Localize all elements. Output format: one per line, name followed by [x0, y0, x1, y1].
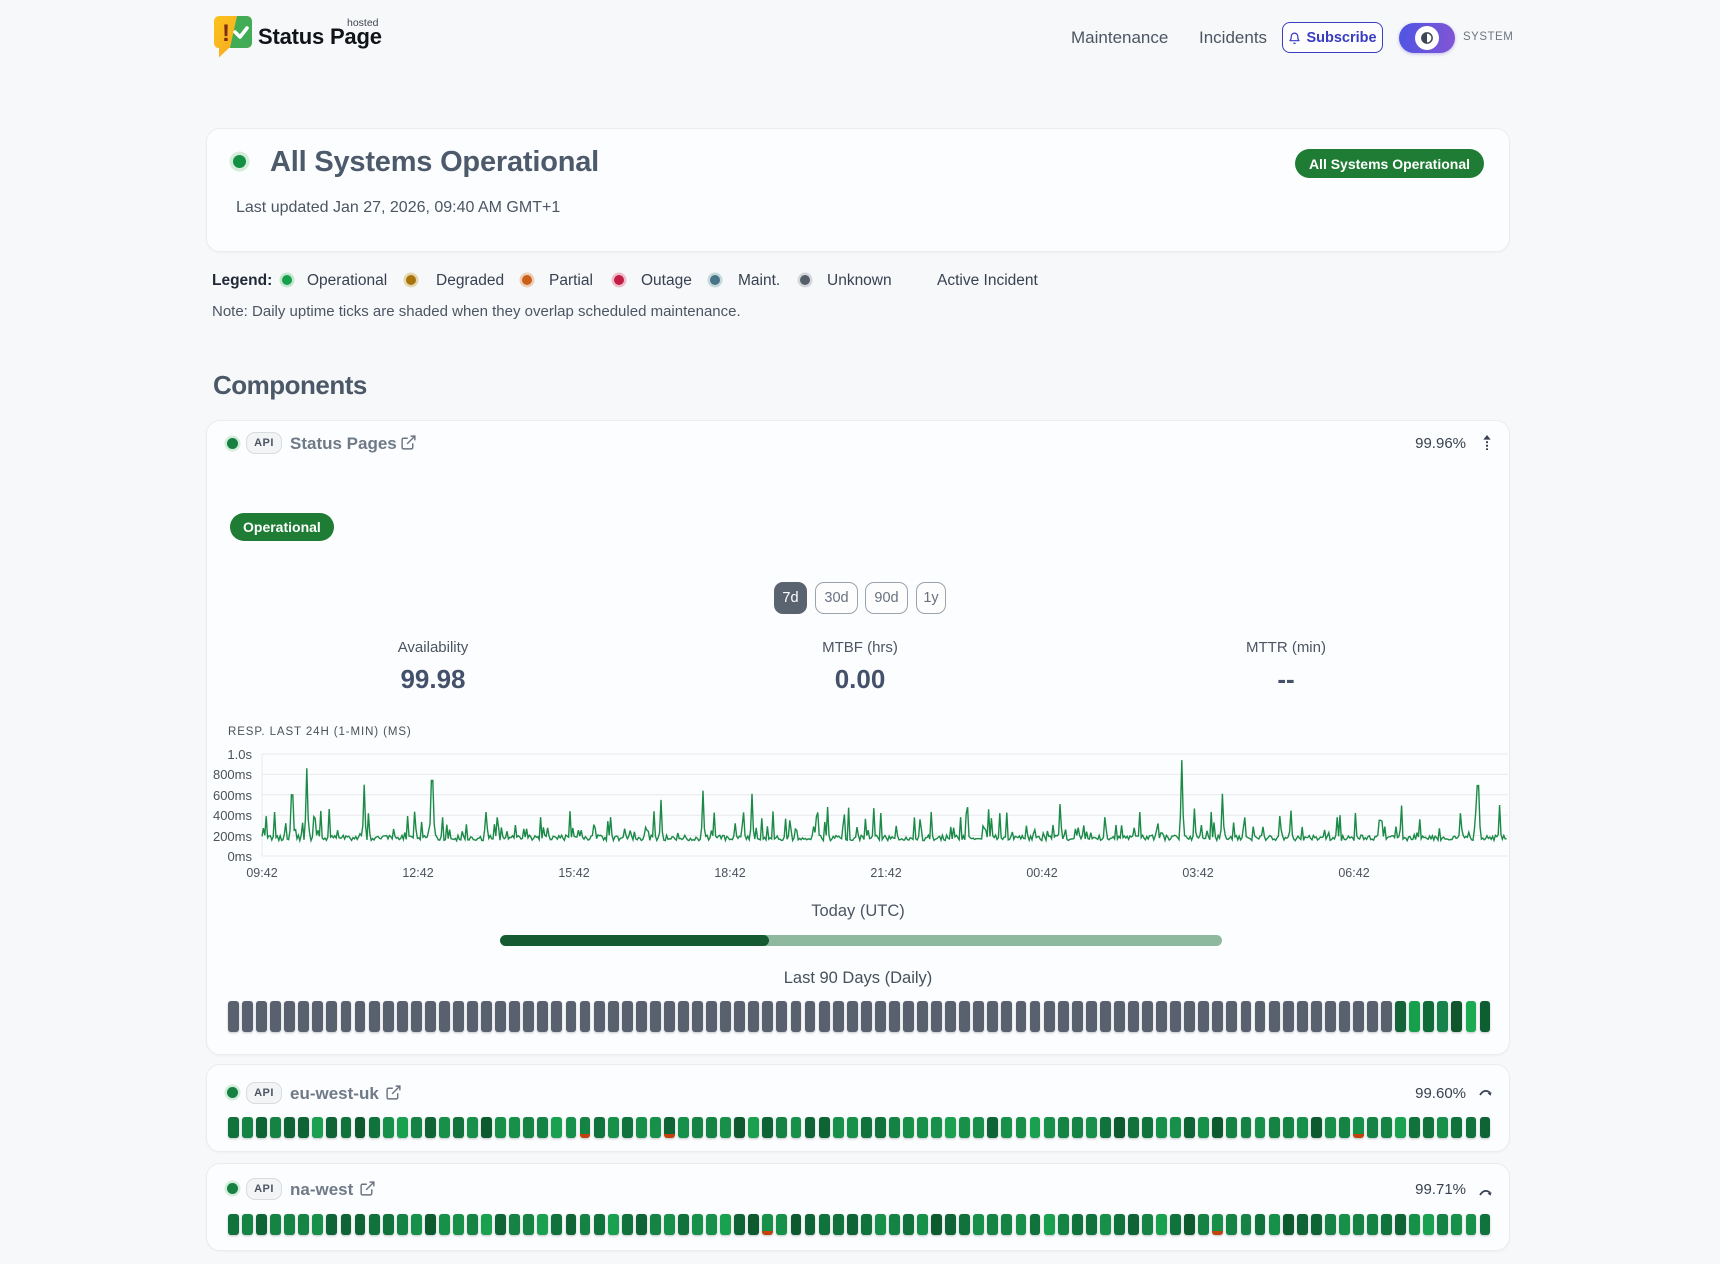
- svg-text:!: !: [222, 20, 230, 47]
